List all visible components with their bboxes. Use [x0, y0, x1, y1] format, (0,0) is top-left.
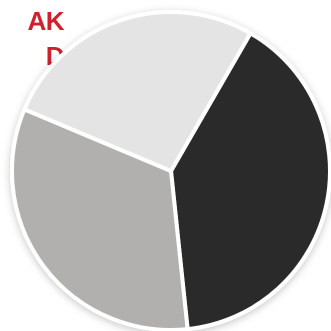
pie-slice-3 [22, 10, 253, 173]
pie-slices [10, 10, 331, 331]
pie-slice-2 [10, 107, 190, 331]
pie-slice-1 [169, 31, 331, 331]
